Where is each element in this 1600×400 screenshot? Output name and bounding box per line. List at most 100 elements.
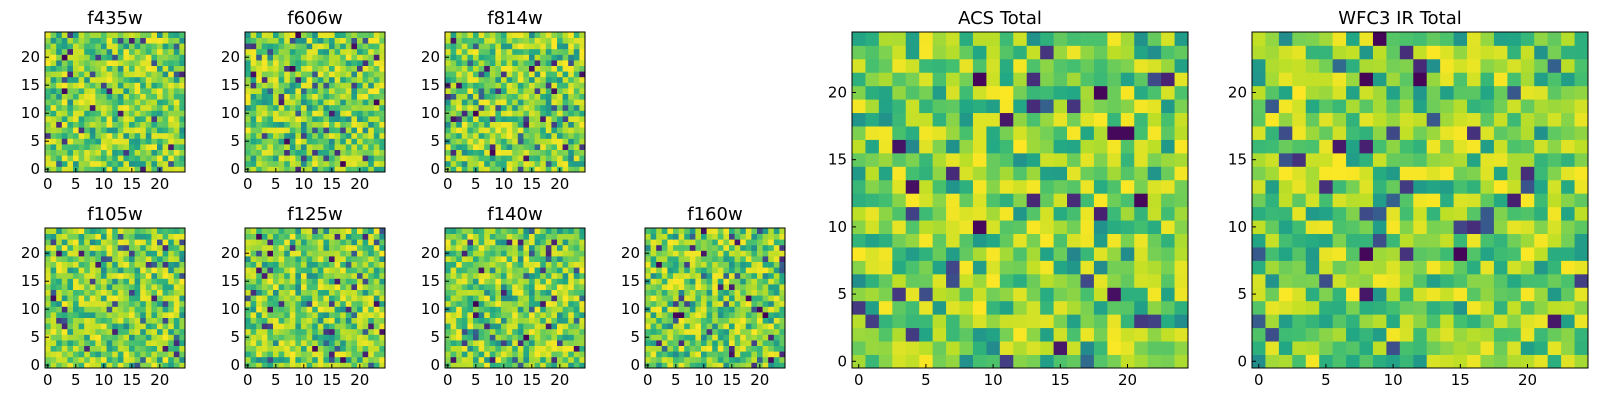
heatmap-cell	[334, 121, 341, 128]
heatmap-cell	[179, 328, 186, 335]
heatmap-cell	[301, 65, 307, 72]
heatmap-cell	[84, 104, 91, 111]
heatmap-cell	[78, 272, 85, 279]
heatmap-cell	[101, 289, 107, 296]
heatmap-cell	[50, 121, 57, 128]
heatmap-cell	[529, 289, 535, 296]
heatmap-cell	[534, 244, 541, 251]
heatmap-cell	[357, 116, 363, 122]
heatmap-cell	[295, 256, 302, 262]
heatmap-cell	[357, 306, 363, 313]
heatmap-cell	[757, 250, 763, 257]
heatmap-cell	[261, 267, 268, 274]
heatmap-cell	[540, 345, 547, 352]
heatmap-cell	[134, 295, 141, 302]
heatmap-cell	[312, 93, 319, 100]
heatmap-cell	[540, 323, 547, 330]
heatmap-cell	[284, 345, 291, 352]
heatmap-cell	[145, 32, 152, 38]
heatmap-cell	[745, 250, 752, 257]
heatmap-cell	[245, 37, 251, 44]
heatmap-cell	[357, 328, 363, 335]
heatmap-cell	[1147, 166, 1162, 181]
heatmap-cell	[284, 250, 291, 257]
heatmap-cell	[89, 228, 96, 234]
heatmap-cell	[473, 32, 479, 38]
heatmap-cell	[512, 155, 519, 162]
heatmap-cell	[261, 289, 268, 296]
heatmap-cell	[284, 144, 291, 150]
heatmap-cell	[134, 244, 141, 251]
heatmap-cell	[261, 295, 268, 302]
heatmap-cell	[545, 295, 552, 302]
heatmap-cell	[779, 306, 786, 313]
heatmap-cell	[473, 121, 479, 128]
heatmap-cell	[512, 60, 519, 66]
heatmap-cell	[362, 127, 369, 134]
heatmap-cell	[256, 110, 263, 117]
heatmap-cell	[484, 306, 491, 313]
heatmap-cell	[495, 256, 502, 262]
heatmap-cell	[501, 284, 507, 290]
heatmap-cell	[506, 228, 513, 234]
heatmap-cell	[573, 278, 580, 285]
heatmap-cell	[461, 71, 468, 78]
heatmap-cell	[579, 233, 586, 240]
heatmap-cell	[140, 239, 147, 246]
heatmap-cell	[250, 295, 257, 302]
heatmap-cell	[73, 54, 79, 61]
heatmap-cell	[368, 306, 375, 313]
heatmap-cell	[673, 233, 679, 240]
heatmap-cell	[67, 284, 74, 290]
heatmap-cell	[173, 328, 180, 335]
heatmap-cell	[56, 278, 63, 285]
heatmap-cell	[145, 54, 152, 61]
heatmap-cell	[73, 88, 79, 94]
heatmap-cell	[461, 272, 468, 279]
heatmap-cell	[329, 284, 335, 290]
heatmap-cell	[779, 284, 786, 290]
heatmap-cell	[557, 250, 563, 257]
heatmap-cell	[112, 345, 119, 352]
heatmap-cell	[267, 267, 274, 274]
heatmap-cell	[865, 139, 880, 154]
heatmap-cell	[484, 132, 491, 139]
heatmap-cell	[112, 93, 119, 100]
heatmap-cell	[134, 228, 141, 234]
heatmap-cell	[278, 88, 285, 94]
heatmap-cell	[712, 356, 719, 363]
heatmap-cell	[250, 65, 257, 72]
heatmap-cell	[173, 65, 180, 72]
heatmap-cell	[362, 132, 369, 139]
heatmap-cell	[689, 328, 696, 335]
heatmap-cell	[373, 37, 380, 44]
heatmap-cell	[73, 132, 79, 139]
heatmap-cell	[301, 48, 307, 55]
heatmap-cell	[1147, 247, 1162, 261]
heatmap-cell	[351, 244, 358, 251]
heatmap-cell	[523, 261, 530, 268]
heatmap-cell	[478, 323, 485, 330]
heatmap-cell	[267, 155, 274, 162]
heatmap-cell	[162, 155, 169, 162]
heatmap-cell	[112, 284, 119, 290]
heatmap-cell	[373, 93, 380, 100]
heatmap-cell	[986, 273, 1001, 288]
heatmap-cell	[250, 166, 257, 173]
heatmap-cell	[545, 166, 552, 173]
y-tick-label: 10	[421, 104, 440, 122]
heatmap-cell	[278, 138, 285, 145]
heatmap-cell	[1067, 126, 1081, 140]
heatmap-cell	[245, 160, 251, 167]
heatmap-cell	[484, 334, 491, 341]
heatmap-cell	[740, 256, 747, 262]
heatmap-cell	[84, 261, 91, 268]
heatmap-cell	[373, 43, 380, 50]
heatmap-cell	[1053, 193, 1068, 208]
heatmap-cell	[557, 340, 563, 346]
heatmap-cell	[284, 289, 291, 296]
heatmap-cell	[140, 272, 147, 279]
heatmap-cell	[134, 60, 141, 66]
heatmap-cell	[1120, 354, 1135, 369]
heatmap-cell	[972, 193, 987, 208]
